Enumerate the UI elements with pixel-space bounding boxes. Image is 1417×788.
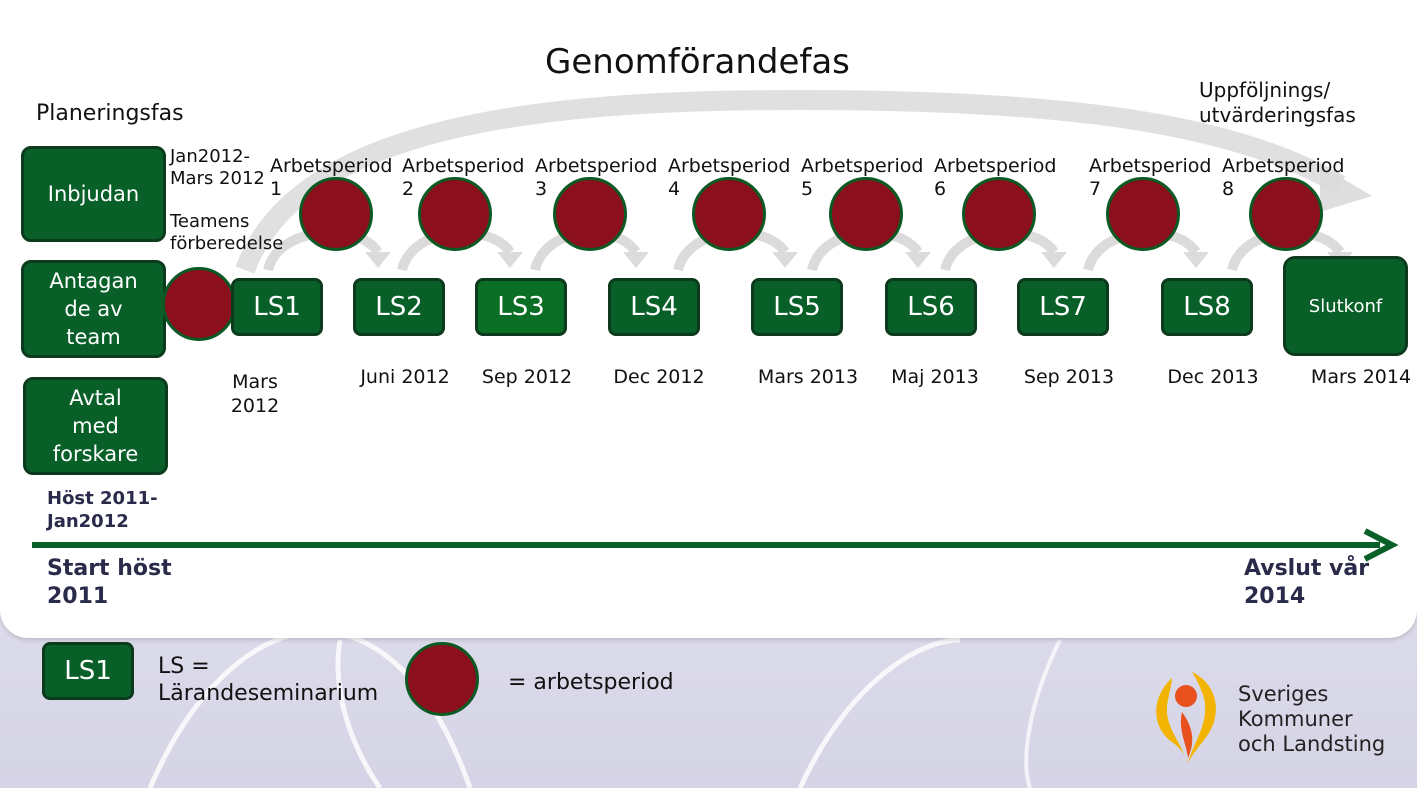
final-conference-label: Slutkonf <box>1308 295 1383 317</box>
seminar-label-4: LS4 <box>630 292 678 322</box>
seminar-date-7: Sep 2013 <box>1023 366 1115 388</box>
period-circle-3 <box>553 177 627 251</box>
seminar-box-6: LS6 <box>885 278 977 336</box>
seminar-label-2: LS2 <box>375 292 423 322</box>
seminar-box-8: LS8 <box>1161 278 1253 336</box>
period-label-6: Arbetsperiod 6 <box>934 155 1057 200</box>
skl-logo-text: Sveriges Kommuner och Landsting <box>1238 682 1386 756</box>
accepted-teams-label: Antagan de av team <box>49 269 138 349</box>
seminar-date-8: Dec 2013 <box>1167 366 1259 388</box>
period-label-4: Arbetsperiod 4 <box>668 155 791 200</box>
hop-arrowhead-7 <box>1183 252 1209 268</box>
final-conference-date: Mars 2014 <box>1310 366 1412 388</box>
legend-seminar-text: LS = Lärandeseminarium <box>158 654 379 706</box>
hop-arrowhead-2 <box>497 252 523 268</box>
period-circle-4 <box>692 177 766 251</box>
seminar-box-2: LS2 <box>353 278 445 336</box>
seminar-box-4: LS4 <box>608 278 700 336</box>
autumn-period-label: Höst 2011- Jan2012 <box>47 488 158 532</box>
invitation-box: Inbjudan <box>21 146 166 242</box>
period-label-1: Arbetsperiod 1 <box>270 155 393 200</box>
seminar-box-3: LS3 <box>475 278 567 336</box>
seminar-label-7: LS7 <box>1039 292 1087 322</box>
seminar-label-5: LS5 <box>773 292 821 322</box>
period-circle-5 <box>829 177 903 251</box>
legend-period-circle <box>405 642 479 716</box>
followup-phase-label: Uppföljnings/ utvärderingsfas <box>1199 78 1356 127</box>
big-arc-arrow <box>235 89 1346 274</box>
planning-phase-label: Planeringsfas <box>36 101 184 126</box>
researcher-agreement-label: Avtal med forskare <box>52 386 139 466</box>
seminar-date-2: Juni 2012 <box>360 366 450 388</box>
big-arc-arrowhead <box>1320 165 1372 212</box>
seminar-box-1: LS1 <box>231 278 323 336</box>
period-circle-8 <box>1249 177 1323 251</box>
seminar-date-1: Mars 2012 <box>230 371 280 417</box>
accepted-teams-box: Antagan de av team <box>21 260 166 358</box>
prep-dates: Jan2012- Mars 2012 <box>170 146 265 189</box>
hop-arrowhead-1 <box>365 252 391 268</box>
period-circle-6 <box>962 177 1036 251</box>
period-label-7: Arbetsperiod 7 <box>1089 155 1212 200</box>
final-conference-box: Slutkonf <box>1283 256 1408 356</box>
timeline-arrowhead <box>1363 528 1399 562</box>
period-label-5: Arbetsperiod 5 <box>801 155 924 200</box>
period-circle-2 <box>418 177 492 251</box>
period-circle-1 <box>299 177 373 251</box>
period-label-3: Arbetsperiod 3 <box>535 155 658 200</box>
page-title: Genomförandefas <box>545 42 850 82</box>
seminar-date-3: Sep 2012 <box>481 366 573 388</box>
invitation-label: Inbjudan <box>47 182 140 206</box>
seminar-date-4: Dec 2012 <box>613 366 705 388</box>
legend-seminar-box: LS1 <box>42 642 134 700</box>
period-label-2: Arbetsperiod 2 <box>402 155 525 200</box>
period-label-8: Arbetsperiod 8 <box>1222 155 1345 200</box>
hop-arrowhead-5 <box>905 252 931 268</box>
legend-period-text: = arbetsperiod <box>508 670 674 695</box>
researcher-agreement-box: Avtal med forskare <box>23 377 168 475</box>
seminar-date-6: Maj 2013 <box>891 366 979 388</box>
timeline-start-label: Start höst 2011 <box>47 556 172 609</box>
seminar-label-3: LS3 <box>497 292 545 322</box>
seminar-date-5: Mars 2013 <box>757 366 859 388</box>
timeline-end-label: Avslut vår 2014 <box>1244 556 1370 609</box>
period-circle-7 <box>1106 177 1180 251</box>
seminar-box-7: LS7 <box>1017 278 1109 336</box>
hop-arrowhead-4 <box>772 252 798 268</box>
seminar-label-8: LS8 <box>1183 292 1231 322</box>
skl-logo-icon <box>1156 672 1216 764</box>
seminar-label-1: LS1 <box>253 292 301 322</box>
prep-period-circle <box>162 267 236 341</box>
seminar-label-6: LS6 <box>907 292 955 322</box>
prep-label: Teamens förberedelse <box>170 211 284 254</box>
seminar-box-5: LS5 <box>751 278 843 336</box>
legend-seminar-box-label: LS1 <box>64 656 112 686</box>
hop-arrowhead-3 <box>623 252 649 268</box>
hop-arrowhead-6 <box>1041 252 1067 268</box>
